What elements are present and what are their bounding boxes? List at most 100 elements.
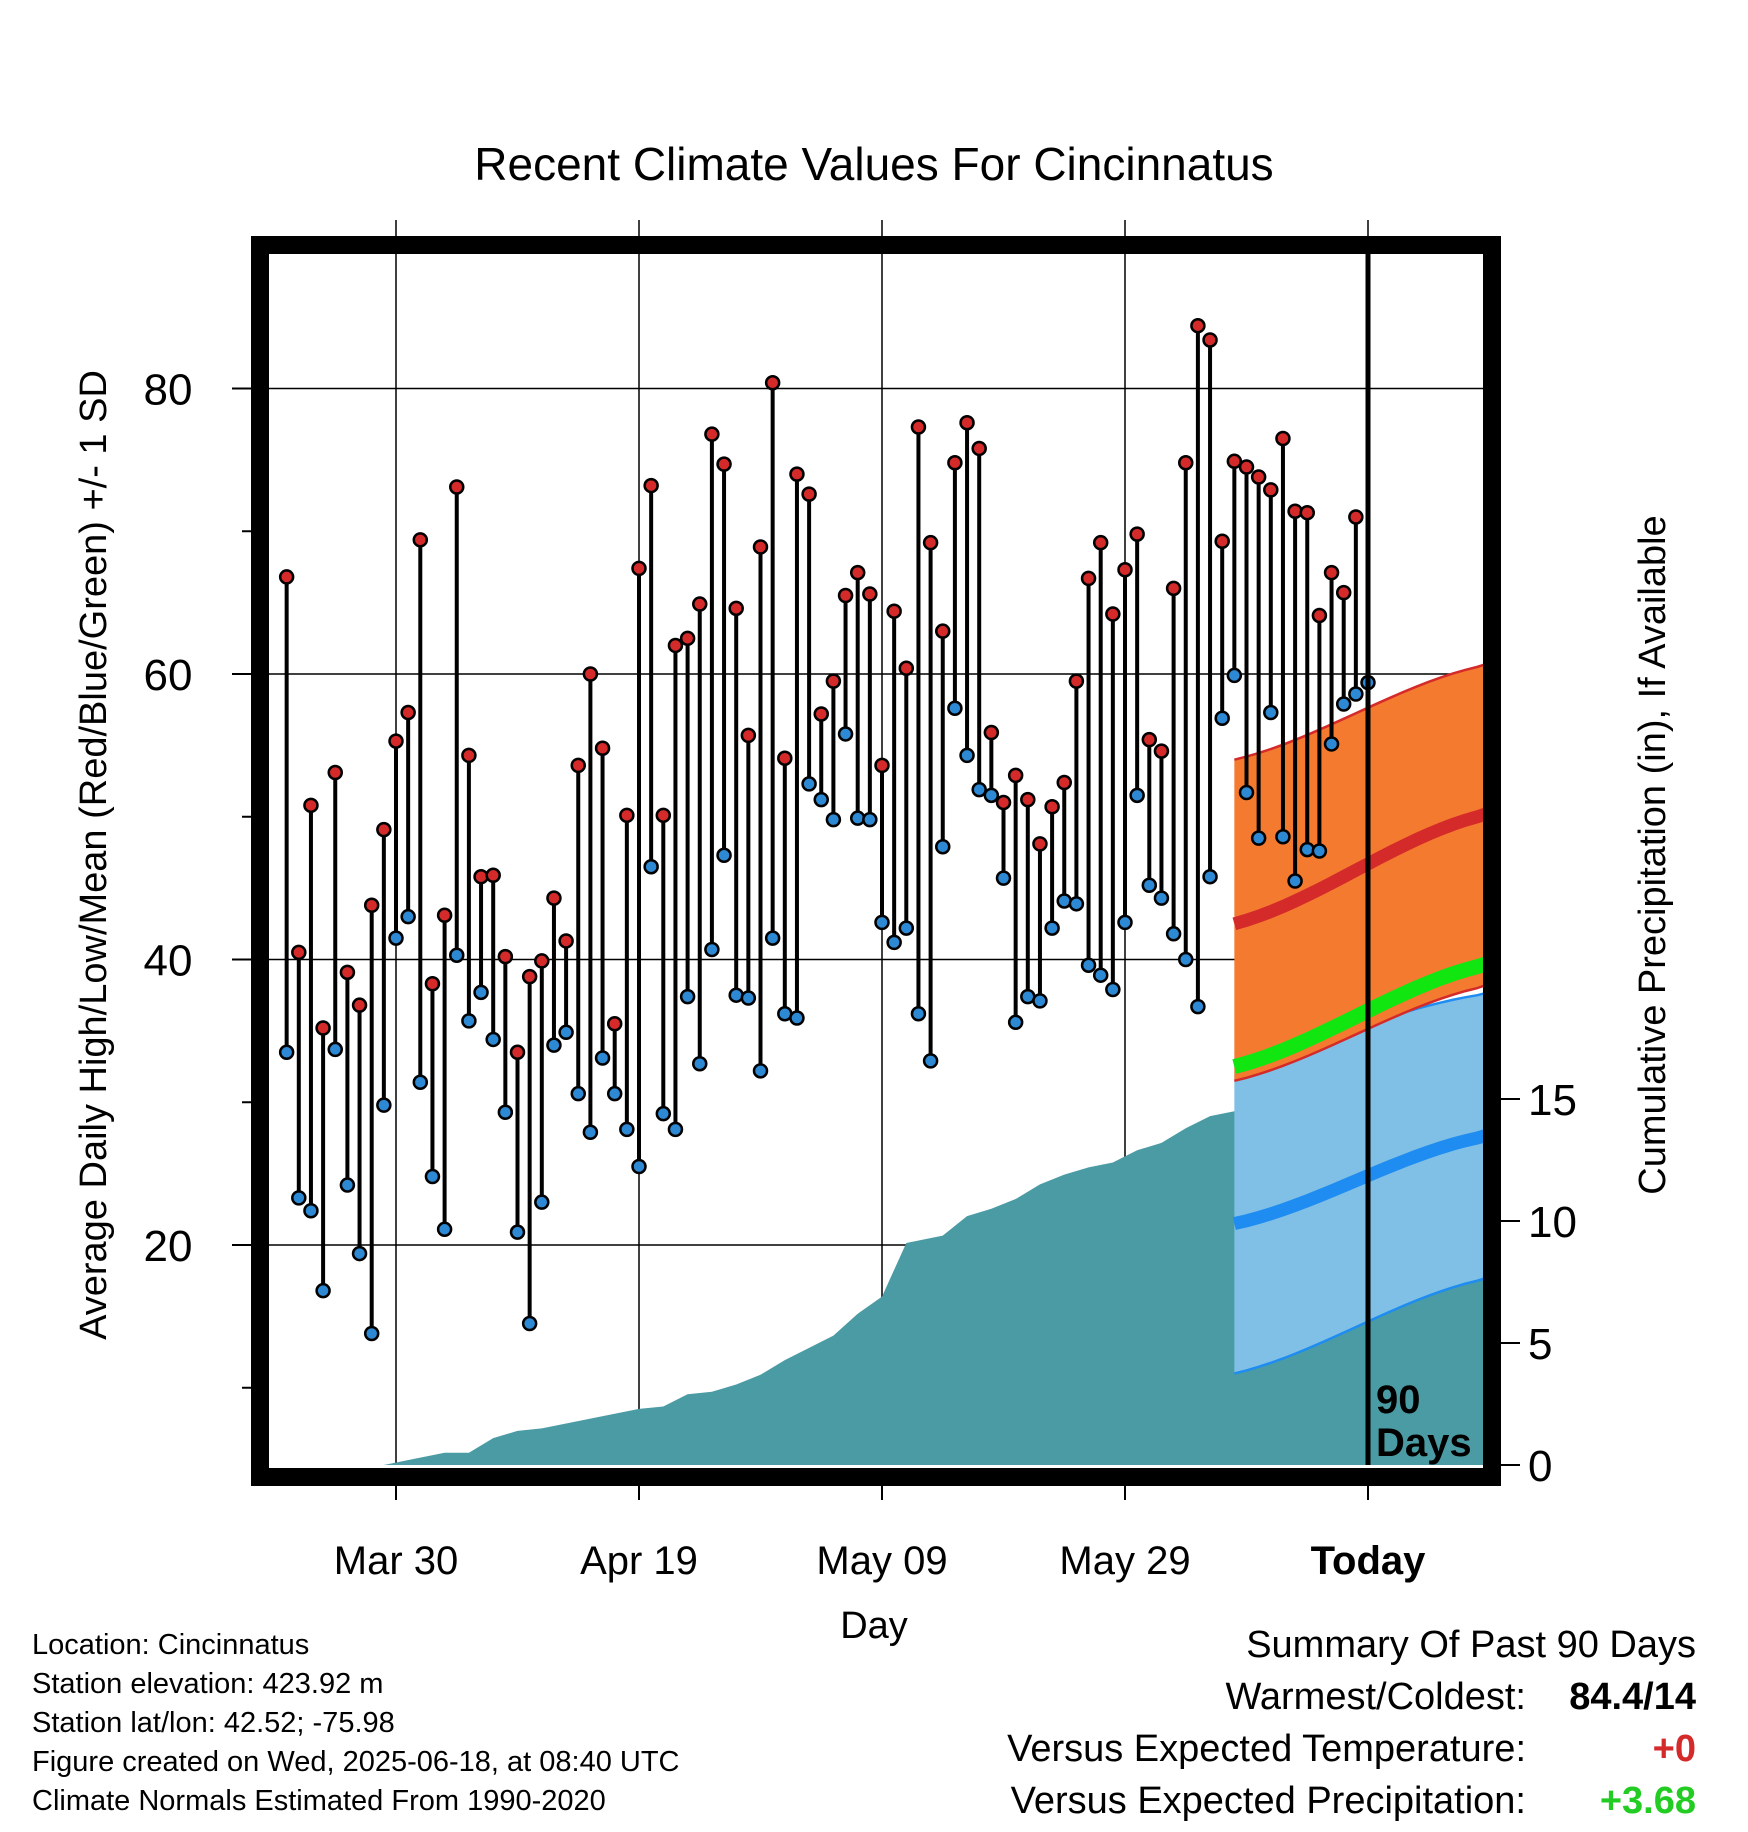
daily-low-point — [1032, 993, 1048, 1009]
daily-high-point — [388, 733, 404, 749]
daily-high-point — [1007, 767, 1024, 784]
daily-low-point — [1068, 896, 1085, 912]
daily-high-point — [400, 704, 416, 721]
daily-high-point — [497, 948, 514, 965]
daily-low-point — [837, 726, 854, 742]
daily-low-point — [582, 1124, 599, 1140]
daily-high-point — [327, 764, 343, 781]
daily-high-point — [558, 933, 574, 949]
mean-normal-line — [1232, 957, 1483, 1074]
daily-low-point — [667, 1121, 684, 1138]
daily-low-point — [546, 1037, 562, 1053]
daily-high-point — [1214, 533, 1230, 549]
daily-low-point — [351, 1245, 368, 1262]
daily-high-point — [582, 666, 599, 682]
daily-high-point — [619, 807, 635, 824]
daily-low-point — [959, 747, 975, 764]
daily-high-point — [1056, 774, 1072, 791]
daily-low-point — [570, 1085, 586, 1102]
high-normal-line — [1232, 808, 1483, 931]
chart-title: Recent Climate Values For Cincinnatus — [474, 138, 1273, 190]
daily-low-point — [594, 1050, 611, 1066]
daily-high-point — [922, 534, 939, 551]
daily-low-point — [1202, 868, 1218, 885]
daily-low-point — [813, 791, 829, 808]
daily-high-point — [1068, 673, 1085, 689]
daily-high-point — [1275, 430, 1291, 447]
daily-low-point — [1348, 686, 1364, 702]
precip-delta-label: Versus Expected Precipitation: — [1010, 1780, 1526, 1822]
daily-high-point — [971, 440, 987, 457]
daily-high-point — [983, 724, 1000, 741]
daily-low-point — [947, 700, 963, 717]
precip-series — [286, 1101, 1483, 1465]
daily-low-point — [825, 811, 842, 828]
low-normal-line — [1232, 1129, 1483, 1230]
daily-high-point — [534, 953, 550, 969]
daily-high-point — [874, 757, 890, 774]
daily-high-point — [886, 603, 902, 619]
daily-low-point — [789, 1010, 805, 1026]
y-axis-label-right: Cumulative Precipitation (in), If Availa… — [1632, 515, 1674, 1194]
daily-low-point — [752, 1063, 769, 1079]
daily-high-point — [801, 486, 817, 502]
x-axis-tick-label: May 09 — [816, 1539, 947, 1583]
daily-low-point — [1117, 914, 1133, 931]
daily-low-point — [1335, 696, 1352, 712]
daily-high-point — [777, 750, 793, 766]
daily-low-point — [606, 1085, 623, 1102]
temp-delta-label: Versus Expected Temperature: — [1007, 1728, 1526, 1770]
daily-low-point — [461, 1013, 477, 1029]
daily-high-point — [692, 596, 708, 612]
daily-high-point — [631, 560, 647, 577]
daily-low-point — [1323, 736, 1340, 752]
daily-low-point — [619, 1121, 635, 1138]
daily-high-point — [862, 586, 878, 602]
summary-panel: Summary Of Past 90 Days Warmest/Coldest:… — [1007, 1624, 1696, 1832]
station-metadata: Location: Cincinnatus Station elevation:… — [32, 1626, 680, 1821]
daily-low-point — [1105, 981, 1121, 998]
daily-high-point — [291, 944, 307, 961]
daily-high-point — [1165, 580, 1182, 597]
daily-low-point — [291, 1190, 307, 1206]
plot-frame — [251, 236, 1501, 1486]
daily-high-point — [412, 532, 429, 548]
daily-high-point — [1335, 584, 1352, 601]
created-line: Figure created on Wed, 2025-06-18, at 08… — [32, 1746, 680, 1778]
daily-high-point — [1202, 332, 1218, 348]
daily-low-point — [1311, 843, 1328, 859]
daily-low-point — [339, 1177, 356, 1193]
daily-high-point — [509, 1044, 526, 1061]
daily-high-point — [363, 897, 380, 914]
daily-low-point — [497, 1104, 514, 1120]
daily-low-point — [534, 1194, 550, 1210]
daily-high-point — [1044, 799, 1060, 815]
daily-high-point — [315, 1020, 331, 1036]
daily-low-point — [1056, 893, 1072, 909]
daily-low-point — [436, 1221, 453, 1238]
daily-high-point — [1020, 791, 1036, 808]
daily-low-point — [631, 1158, 647, 1175]
right-axis-tick-label: 0 — [1528, 1442, 1552, 1491]
daily-low-point — [1044, 920, 1060, 936]
daily-low-point — [485, 1031, 501, 1048]
daily-low-point — [862, 811, 878, 828]
daily-low-point — [449, 947, 465, 963]
daily-high-point — [752, 539, 769, 555]
daily-low-point — [303, 1202, 319, 1219]
daily-series — [278, 250, 1376, 1342]
daily-high-point — [1226, 453, 1243, 470]
location-line: Location: Cincinnatus — [32, 1629, 310, 1661]
daily-low-point — [704, 941, 720, 958]
daily-high-point — [278, 569, 295, 585]
daily-high-point — [740, 727, 757, 744]
daily-high-point — [1129, 526, 1145, 542]
daily-high-point — [485, 867, 501, 884]
right-axis-tick-label: 15 — [1528, 1076, 1577, 1125]
daily-high-point — [935, 623, 951, 639]
daily-high-point — [461, 747, 477, 764]
daily-low-point — [1275, 828, 1291, 845]
daily-low-point — [935, 838, 951, 855]
daily-low-point — [400, 908, 416, 925]
